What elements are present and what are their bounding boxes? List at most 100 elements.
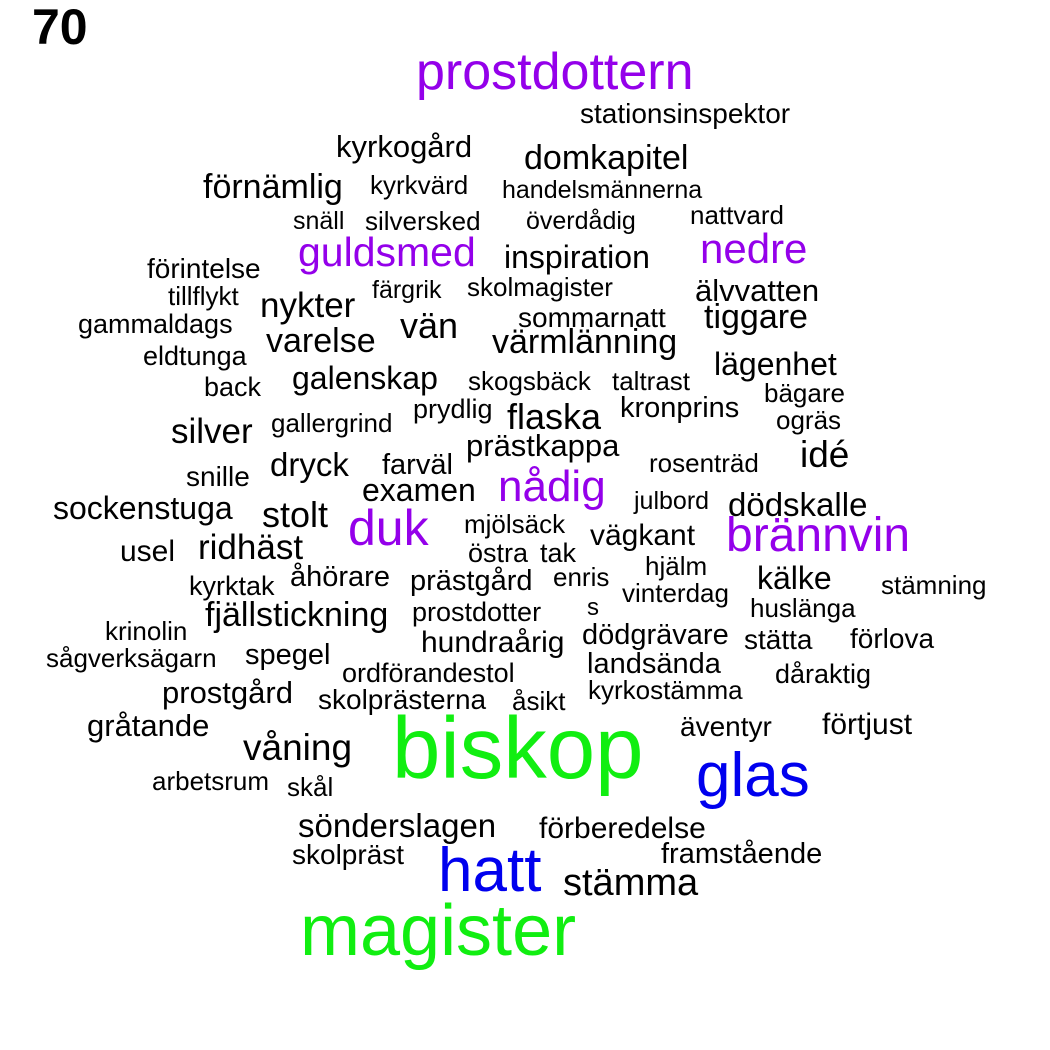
word-huslanga: huslänga: [750, 593, 856, 623]
word-hatt: hatt: [438, 836, 542, 905]
word-gratande: gråtande: [87, 708, 210, 743]
word-domkapitel: domkapitel: [524, 139, 689, 177]
word-forintelse: förintelse: [147, 253, 261, 284]
word-galenskap: galenskap: [292, 360, 438, 396]
word-skal: skål: [287, 772, 334, 802]
word-prastkappa: prästkappa: [466, 428, 620, 463]
word-s: s: [587, 594, 599, 621]
word-ahorare: åhörare: [290, 561, 390, 593]
word-ostra: östra: [468, 538, 529, 568]
word-kalke: kälke: [757, 560, 832, 596]
word-framstaende: framstående: [661, 838, 823, 870]
word-nedre: nedre: [700, 225, 808, 272]
word-ordforandestol: ordförandestol: [342, 658, 515, 688]
word-sockenstuga: sockenstuga: [53, 490, 233, 526]
word-dryck: dryck: [270, 446, 349, 483]
word-prostgard: prostgård: [162, 675, 293, 710]
word-prostdotter: prostdotter: [412, 597, 542, 627]
word-fortjust: förtjust: [822, 708, 913, 741]
word-skogsback: skogsbäck: [468, 366, 591, 396]
word-sonderslagen: sönderslagen: [298, 807, 497, 844]
word-biskop: biskop: [392, 700, 644, 797]
word-silver: silver: [171, 412, 253, 451]
word-forlova: förlova: [850, 623, 935, 654]
word-rosentrad: rosenträd: [649, 448, 759, 478]
word-dodskalle: dödskalle: [728, 486, 868, 523]
word-fornamlig: förnämlig: [203, 168, 343, 206]
word-kyrkostamma: kyrkostämma: [588, 675, 743, 705]
word-glas: glas: [696, 741, 810, 810]
word-bagare: bägare: [764, 378, 845, 408]
word-duk: duk: [348, 500, 429, 556]
page-number: 70: [32, 0, 88, 55]
word-enris: enris: [553, 562, 610, 592]
word-tiggare: tiggare: [704, 298, 808, 336]
word-landsanda: landsända: [587, 648, 721, 680]
word-kyrktak: kyrktak: [189, 571, 275, 601]
word-stamning: stämning: [881, 570, 987, 600]
word-overdadig: överdådig: [526, 207, 636, 235]
word-snille: snille: [186, 461, 250, 492]
word-fjallstickning: fjällstickning: [205, 596, 389, 634]
word-mjolsack: mjölsäck: [464, 509, 566, 539]
word-stolt: stolt: [262, 494, 329, 535]
word-prostdottern: prostdottern: [416, 43, 694, 101]
word-handelsmannerna: handelsmännerna: [502, 176, 703, 204]
word-gammaldags: gammaldags: [78, 309, 233, 339]
word-sommarnatt: sommarnatt: [518, 302, 666, 333]
word-sagverksagarn: sågverksägarn: [46, 643, 217, 673]
word-prydlig: prydlig: [413, 394, 493, 424]
word-dodgravare: dödgrävare: [582, 619, 729, 651]
word-skolprasterna: skolprästerna: [318, 684, 487, 715]
word-magister: magister: [300, 891, 577, 971]
word-vagkant: vägkant: [590, 519, 696, 552]
word-farval: farväl: [382, 449, 453, 481]
word-nykter: nykter: [260, 286, 356, 325]
word-kyrkogard: kyrkogård: [336, 129, 473, 164]
word-vaning: våning: [243, 727, 353, 768]
word-kyrkvard: kyrkvärd: [370, 170, 469, 200]
word-flaska: flaska: [507, 396, 602, 437]
word-examen: examen: [362, 472, 476, 508]
word-lagenhet: lägenhet: [714, 346, 837, 382]
word-forberedelse: förberedelse: [539, 812, 706, 845]
word-tillflykt: tillflykt: [168, 281, 239, 311]
word-statta: stätta: [744, 624, 813, 655]
word-arbetsrum: arbetsrum: [152, 766, 270, 796]
word-back: back: [204, 372, 262, 402]
word-kronprins: kronprins: [620, 392, 740, 424]
word-fargrik: färgrik: [372, 276, 442, 304]
word-alvvatten: älvvatten: [695, 273, 820, 308]
word-stationsinspektor: stationsinspektor: [580, 98, 791, 129]
word-gallergrind: gallergrind: [271, 408, 393, 438]
word-silversked: silversked: [365, 206, 481, 236]
word-prastgard: prästgård: [410, 565, 533, 597]
word-hundraarig: hundraårig: [421, 626, 565, 659]
word-guldsmed: guldsmed: [298, 229, 476, 275]
word-inspiration: inspiration: [504, 239, 650, 275]
word-aventyr: äventyr: [680, 711, 772, 742]
word-brannvin: brännvin: [726, 509, 911, 562]
word-tak: tak: [540, 538, 577, 568]
word-ogras: ogräs: [776, 405, 842, 435]
word-snall: snäll: [293, 207, 345, 235]
word-van: vän: [400, 305, 459, 346]
word-hjalm: hjälm: [645, 551, 708, 581]
word-nattvard: nattvard: [690, 200, 784, 230]
word-krinolin: krinolin: [105, 616, 188, 646]
word-varelse: varelse: [266, 322, 376, 360]
word-ridhast: ridhäst: [198, 528, 304, 567]
word-eldtunga: eldtunga: [143, 341, 247, 371]
word-taltrast: taltrast: [612, 366, 691, 396]
word-vinterdag: vinterdag: [622, 578, 729, 608]
word-stamma: stämma: [563, 862, 699, 904]
word-usel: usel: [120, 535, 176, 568]
word-ide: idé: [800, 434, 850, 475]
word-varmlanning: värmlänning: [492, 323, 678, 361]
word-daraktig: dåraktig: [775, 659, 872, 689]
word-skolprast: skolpräst: [292, 839, 405, 870]
word-asikt: åsikt: [512, 686, 566, 716]
word-skolmagister: skolmagister: [467, 272, 613, 302]
word-julbord: julbord: [634, 487, 710, 515]
